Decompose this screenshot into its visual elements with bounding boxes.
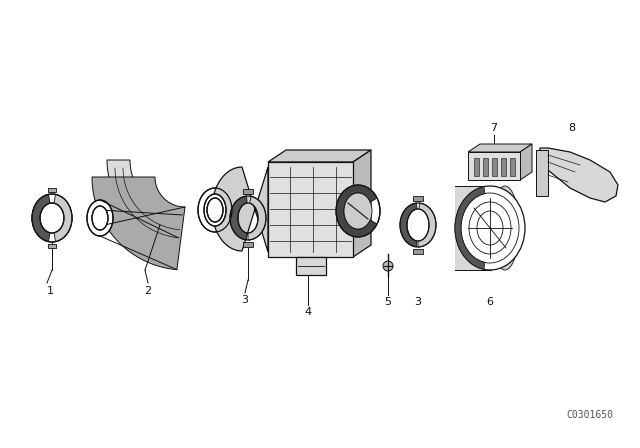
Polygon shape — [413, 196, 423, 201]
Polygon shape — [54, 194, 72, 241]
Polygon shape — [474, 158, 479, 176]
Ellipse shape — [383, 261, 393, 271]
Polygon shape — [243, 242, 253, 247]
Text: 2: 2 — [145, 286, 152, 296]
Text: 6: 6 — [486, 297, 493, 307]
Ellipse shape — [491, 186, 519, 270]
Ellipse shape — [40, 203, 64, 233]
Polygon shape — [536, 150, 548, 196]
Polygon shape — [418, 203, 436, 247]
Polygon shape — [510, 158, 515, 176]
Ellipse shape — [477, 211, 503, 245]
Polygon shape — [48, 244, 56, 248]
Ellipse shape — [87, 200, 113, 236]
Polygon shape — [455, 186, 491, 270]
Ellipse shape — [204, 194, 226, 226]
Text: 8: 8 — [568, 123, 575, 133]
Ellipse shape — [344, 193, 372, 229]
Polygon shape — [243, 189, 253, 194]
Polygon shape — [268, 150, 371, 162]
Text: 3: 3 — [415, 297, 422, 307]
Text: C0301650: C0301650 — [566, 410, 614, 420]
Text: 1: 1 — [47, 286, 54, 296]
Polygon shape — [230, 196, 247, 240]
Ellipse shape — [207, 198, 223, 222]
Ellipse shape — [92, 206, 108, 230]
Polygon shape — [540, 148, 618, 202]
Text: 7: 7 — [490, 123, 497, 133]
Polygon shape — [336, 185, 377, 237]
Polygon shape — [468, 144, 532, 152]
Ellipse shape — [198, 188, 232, 232]
Polygon shape — [48, 188, 56, 192]
Ellipse shape — [461, 193, 519, 263]
Polygon shape — [492, 158, 497, 176]
Polygon shape — [296, 257, 326, 275]
Polygon shape — [413, 249, 423, 254]
Ellipse shape — [32, 194, 72, 242]
Polygon shape — [212, 167, 268, 252]
Polygon shape — [468, 152, 520, 180]
Polygon shape — [501, 158, 506, 176]
Polygon shape — [455, 187, 485, 269]
Polygon shape — [400, 203, 417, 247]
Polygon shape — [268, 162, 353, 257]
Text: 4: 4 — [305, 307, 312, 317]
Text: 5: 5 — [385, 297, 392, 307]
Text: 3: 3 — [241, 295, 248, 305]
Ellipse shape — [455, 186, 525, 270]
Polygon shape — [92, 177, 185, 270]
Polygon shape — [107, 160, 182, 238]
Polygon shape — [520, 144, 532, 180]
Polygon shape — [353, 150, 371, 257]
Polygon shape — [483, 158, 488, 176]
Ellipse shape — [469, 202, 511, 254]
Polygon shape — [32, 194, 50, 241]
Polygon shape — [248, 196, 266, 240]
